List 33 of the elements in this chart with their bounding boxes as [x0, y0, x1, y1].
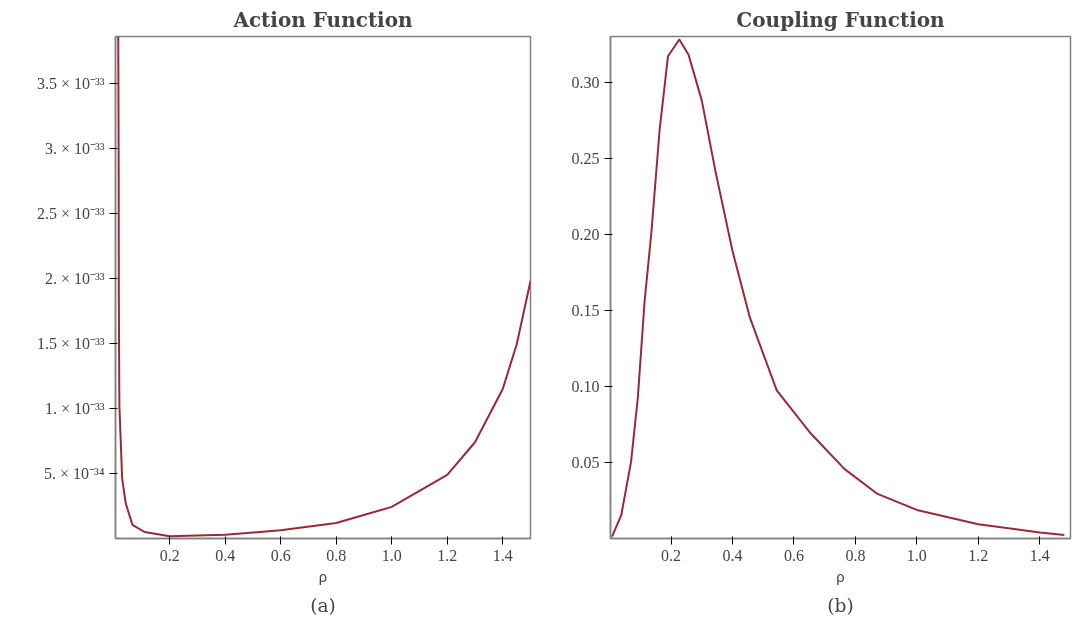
x-tick-label: 0.4 [215, 546, 236, 564]
y-tick-label: 0.20 [571, 225, 600, 243]
x-tick-label: 1.4 [492, 546, 513, 564]
y-tick-label: 0.25 [571, 149, 600, 167]
y-tick-label: 0.15 [571, 301, 600, 319]
x-axis-title: ρ [836, 568, 845, 585]
y-tick-label: 1. × 10⁻³³ [44, 399, 105, 417]
chart-title: Coupling Function [736, 7, 946, 32]
x-tick-label: 1.0 [906, 546, 927, 564]
x-tick-label: 0.2 [159, 546, 180, 564]
y-tick-label: 0.30 [571, 73, 600, 91]
text: (a) [310, 594, 336, 616]
text: (b) [827, 594, 854, 616]
x-tick-label: 0.6 [270, 546, 291, 564]
y-tick-label: 3. × 10⁻³³ [44, 139, 105, 157]
y-tick-label: 0.10 [571, 377, 600, 395]
x-tick-label: 0.8 [845, 546, 866, 564]
y-tick-label: 1.5 × 10⁻³³ [36, 334, 105, 352]
x-tick-label: 0.6 [783, 546, 804, 564]
x-tick-label: 0.4 [722, 546, 743, 564]
x-axis-title: ρ [318, 568, 328, 585]
y-tick-label: 2. × 10⁻³³ [44, 269, 105, 287]
x-tick-label: 1.4 [1029, 546, 1050, 564]
x-tick-label: 0.2 [661, 546, 682, 564]
x-tick-label: 0.8 [326, 546, 347, 564]
y-tick-label: 2.5 × 10⁻³³ [36, 204, 105, 222]
x-tick-label: 1.2 [437, 546, 458, 564]
y-tick-label: 5. × 10⁻³⁴ [44, 464, 105, 482]
x-tick-label: 1.2 [968, 546, 989, 564]
y-tick-label: 0.05 [571, 453, 600, 471]
x-tick-label: 1.0 [381, 546, 402, 564]
y-tick-label: 3.5 × 10⁻³³ [36, 74, 105, 92]
chart-title: Action Function [232, 7, 414, 32]
